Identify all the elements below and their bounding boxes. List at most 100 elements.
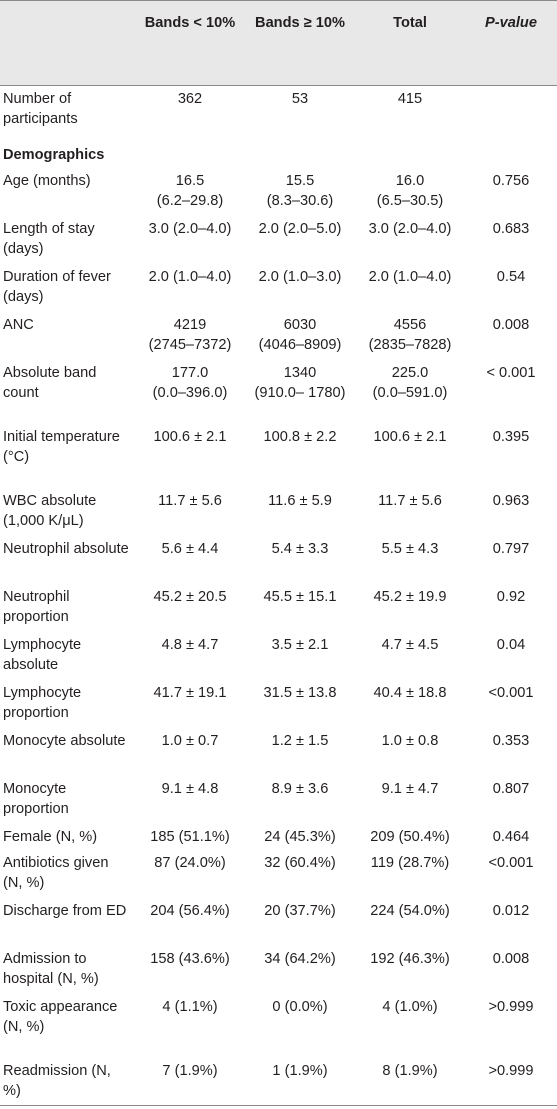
cell-value: 1.0 ± 0.8 [381,732,439,749]
cell-p-value: 0.395 [492,428,530,445]
row-label: Readmission (N, %) [3,1062,111,1099]
cell-v2: 34 (64.2%) [245,946,355,994]
cell-v1: 7 (1.9%) [135,1058,245,1106]
cell-v1: 45.2 ± 20.5 [135,584,245,632]
table-row: Lymphocyte proportion 41.7 ± 19.1 31.5 ± 1… [0,680,557,728]
cell-p-value: 0.797 [492,540,530,557]
row-label: Length of stay (days) [3,220,95,257]
row-label: WBC absolute (1,000 K/μL) [3,492,97,529]
cell-v1: 16.5 (6.2–29.8) [135,168,245,216]
cell-v2: 31.5 ± 13.8 [245,680,355,728]
table-row: Age (months) 16.5 (6.2–29.8) 15.5 (8.3–30.6)… [0,168,557,216]
cell-v2: 11.6 ± 5.9 [245,488,355,536]
cell-v1: 204 (56.4%) [135,898,245,946]
cell-value: 4 (1.1%) [162,998,218,1015]
cell-p-value: 0.04 [496,636,526,653]
cell-v2: 8.9 ± 3.6 [245,776,355,824]
row-label: Absolute band count [3,364,97,401]
cell-v2: 0 (0.0%) [245,994,355,1058]
cell-v1: 100.6 ± 2.1 [135,424,245,488]
row-label: Monocyte proportion [3,780,69,817]
cell-v2: 6030 (4046–8909) [245,312,355,360]
cell-range: (910.0– 1780) [254,384,346,401]
table-row: Antibiotics given (N, %) 87 (24.0%) 32 (60… [0,850,557,898]
cell-p-value: 0.353 [492,732,530,749]
row-label: Toxic appearance (N, %) [3,998,118,1035]
table-row: Discharge from ED 204 (56.4%) 20 (37.7%) 22… [0,898,557,946]
cell-value: 362 [177,91,203,107]
cell-v3: 1.0 ± 0.8 [355,728,465,776]
cell-value: 2.0 (1.0–3.0) [258,268,342,285]
cell-v3: 100.6 ± 2.1 [355,424,465,488]
cell-v3: 11.7 ± 5.6 [355,488,465,536]
cell-v3: 4556 (2835–7828) [355,312,465,360]
table-row: Duration of fever (days) 2.0 (1.0–4.0) 2.0… [0,264,557,312]
cell-v2: 2.0 (1.0–3.0) [245,264,355,312]
cell-p-value: <0.001 [488,854,534,871]
row-label: Discharge from ED [3,902,127,919]
table-header: Bands < 10% Bands ≥ 10% Total P-value [0,0,557,86]
cell-p-value: 0.963 [492,492,530,509]
cell-value: 45.2 ± 20.5 [153,588,227,605]
cell-value: 100.6 ± 2.1 [373,428,447,445]
cell-p-value: 0.012 [492,902,530,919]
cell-value: 204 (56.4%) [150,902,230,919]
cell-v3: 45.2 ± 19.9 [355,584,465,632]
cell-value: 5.4 ± 3.3 [271,540,329,557]
cell-v1: 5.6 ± 4.4 [135,536,245,584]
table-row: Monocyte proportion 9.1 ± 4.8 8.9 ± 3.6 9.1… [0,776,557,824]
cell-value: 9.1 ± 4.7 [381,780,439,797]
table-row: Lymphocyte absolute 4.8 ± 4.7 3.5 ± 2.1 4.7… [0,632,557,680]
cell-v2: 20 (37.7%) [245,898,355,946]
table-row: Length of stay (days) 3.0 (2.0–4.0) 2.0 (2… [0,216,557,264]
cell-v1: 177.0 (0.0–396.0) [135,360,245,424]
cell-range: (4046–8909) [258,336,342,353]
cell-value: 415 [397,91,423,107]
cell-value: 1340 [283,364,317,381]
cell-v2: 5.4 ± 3.3 [245,536,355,584]
cell-v2: 100.8 ± 2.2 [245,424,355,488]
table-body: Number of participants 362 53 415 Demographi… [0,86,557,1106]
cell-v1: 11.7 ± 5.6 [135,488,245,536]
cell-p-value: 0.464 [492,828,530,845]
cell-v3: 40.4 ± 18.8 [355,680,465,728]
row-label: ANC [3,316,34,333]
cell-v2: 1340 (910.0– 1780) [245,360,355,424]
cell-p-value: < 0.001 [486,364,536,381]
cell-v3: 2.0 (1.0–4.0) [355,264,465,312]
cell-v1: 185 (51.1%) [135,824,245,850]
cell-value: 0 (0.0%) [272,998,328,1015]
cell-v1: 2.0 (1.0–4.0) [135,264,245,312]
cell-range: (2835–7828) [368,336,452,353]
cell-value: 45.5 ± 15.1 [263,588,337,605]
cell-value: 11.7 ± 5.6 [378,492,442,509]
cell-v2: 32 (60.4%) [245,850,355,898]
cell-v1: 158 (43.6%) [135,946,245,994]
cell-p-value: 0.807 [492,780,530,797]
cell-v1: 3.0 (2.0–4.0) [135,216,245,264]
cell-value: 11.6 ± 5.9 [268,492,332,509]
table-row: Admission to hospital (N, %) 158 (43.6%) 3… [0,946,557,994]
cell-value: 32 (60.4%) [264,854,336,871]
cell-p-value [465,86,557,142]
cell-value: 24 (45.3%) [264,828,336,845]
cell-v1: 4 (1.1%) [135,994,245,1058]
cell-value: 6030 [283,316,317,333]
cell-p-value: 0.008 [492,316,530,333]
table-row: ANC 4219 (2745–7372) 6030 (4046–8909) 4556 (28… [0,312,557,360]
header-total: Total [393,15,427,31]
cell-value: 41.7 ± 19.1 [153,684,227,701]
cell-range: (2745–7372) [148,336,232,353]
cell-value: 20 (37.7%) [264,902,336,919]
row-label: Duration of fever (days) [3,268,111,305]
cell-value: 225.0 [391,364,429,381]
cell-value: 100.6 ± 2.1 [153,428,227,445]
cell-p-value: >0.999 [488,1062,534,1079]
cell-value: 11.7 ± 5.6 [158,492,222,509]
cell-value: 3.0 (2.0–4.0) [148,220,232,237]
cell-value: 5.6 ± 4.4 [161,540,219,557]
cell-p-value: 0.54 [496,268,526,285]
cell-p-value: 0.008 [492,950,530,967]
table-row: WBC absolute (1,000 K/μL) 11.7 ± 5.6 11.6 … [0,488,557,536]
